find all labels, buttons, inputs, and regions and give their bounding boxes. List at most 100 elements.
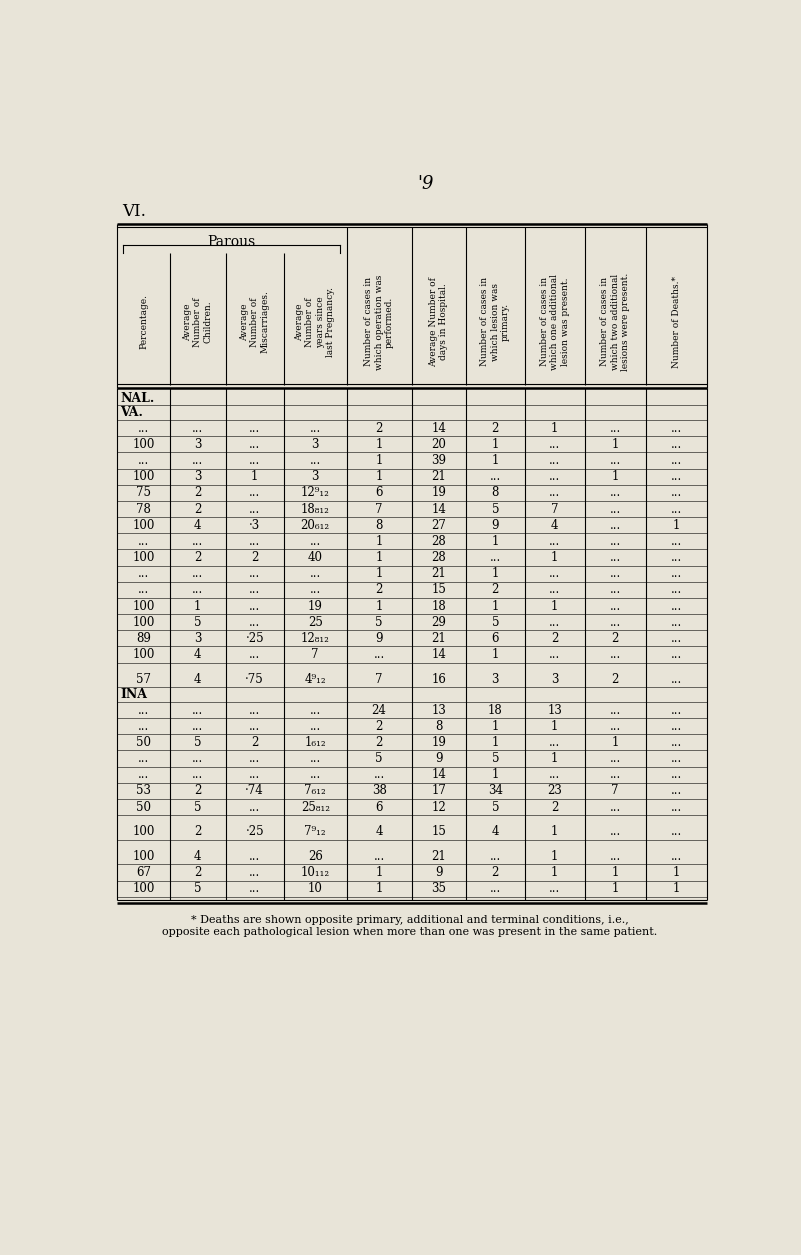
Text: ·74: ·74: [245, 784, 264, 797]
Text: ...: ...: [610, 719, 621, 733]
Text: ...: ...: [670, 633, 682, 645]
Text: 9: 9: [376, 633, 383, 645]
Text: ...: ...: [309, 567, 321, 580]
Text: ...: ...: [489, 551, 501, 563]
Text: 3: 3: [194, 438, 202, 451]
Text: 67: 67: [136, 866, 151, 878]
Text: 100: 100: [132, 471, 155, 483]
Text: 5: 5: [492, 616, 499, 629]
Text: 7: 7: [376, 502, 383, 516]
Text: ...: ...: [549, 648, 560, 661]
Text: 1: 1: [194, 600, 202, 612]
Text: 1: 1: [376, 438, 383, 451]
Text: 14: 14: [432, 422, 446, 434]
Text: 2: 2: [376, 719, 383, 733]
Text: ...: ...: [192, 584, 203, 596]
Text: 4: 4: [492, 826, 499, 838]
Text: 2: 2: [376, 422, 383, 434]
Text: 1: 1: [251, 471, 259, 483]
Text: 20₆₁₂: 20₆₁₂: [300, 518, 330, 532]
Text: 19: 19: [432, 487, 446, 499]
Text: 2: 2: [194, 784, 202, 797]
Text: 9: 9: [435, 866, 442, 878]
Text: ...: ...: [249, 616, 260, 629]
Text: 39: 39: [431, 454, 446, 467]
Text: ...: ...: [249, 567, 260, 580]
Text: ...: ...: [549, 882, 560, 895]
Text: 9: 9: [492, 518, 499, 532]
Text: 1: 1: [376, 551, 383, 563]
Text: 10: 10: [308, 882, 323, 895]
Text: ...: ...: [249, 438, 260, 451]
Text: Number of cases in
which two additional
lesions were present.: Number of cases in which two additional …: [600, 272, 630, 371]
Text: ...: ...: [138, 584, 149, 596]
Text: ...: ...: [249, 768, 260, 781]
Text: 5: 5: [194, 735, 202, 749]
Text: ...: ...: [249, 866, 260, 878]
Text: ...: ...: [670, 752, 682, 766]
Text: 4⁹₁₂: 4⁹₁₂: [304, 673, 326, 685]
Text: 5: 5: [492, 801, 499, 813]
Text: ...: ...: [670, 551, 682, 563]
Text: 20: 20: [432, 438, 446, 451]
Text: ...: ...: [670, 584, 682, 596]
Text: ...: ...: [670, 826, 682, 838]
Text: 1: 1: [492, 535, 499, 548]
Text: ...: ...: [192, 454, 203, 467]
Text: 1₆₁₂: 1₆₁₂: [304, 735, 326, 749]
Text: Percentage.: Percentage.: [139, 295, 148, 349]
Text: ...: ...: [610, 502, 621, 516]
Text: 26: 26: [308, 850, 323, 862]
Text: 5: 5: [492, 502, 499, 516]
Text: ...: ...: [138, 719, 149, 733]
Text: ...: ...: [610, 567, 621, 580]
Text: 13: 13: [432, 704, 446, 717]
Text: 19: 19: [308, 600, 323, 612]
Text: 5: 5: [194, 616, 202, 629]
Text: 7: 7: [376, 673, 383, 685]
Text: 1: 1: [492, 719, 499, 733]
Text: ...: ...: [549, 487, 560, 499]
Text: ...: ...: [549, 616, 560, 629]
Text: ...: ...: [138, 422, 149, 434]
Text: 1: 1: [551, 422, 558, 434]
Text: ...: ...: [249, 719, 260, 733]
Text: 8: 8: [492, 487, 499, 499]
Text: 1: 1: [376, 567, 383, 580]
Text: ...: ...: [192, 535, 203, 548]
Text: ...: ...: [670, 735, 682, 749]
Text: 16: 16: [432, 673, 446, 685]
Text: ...: ...: [138, 704, 149, 717]
Text: ...: ...: [549, 438, 560, 451]
Text: 14: 14: [432, 502, 446, 516]
Text: ...: ...: [670, 768, 682, 781]
Text: ...: ...: [309, 422, 321, 434]
Text: 3: 3: [312, 471, 319, 483]
Text: ...: ...: [249, 487, 260, 499]
Text: 1: 1: [551, 866, 558, 878]
Text: 38: 38: [372, 784, 387, 797]
Text: 6: 6: [376, 801, 383, 813]
Text: 24: 24: [372, 704, 387, 717]
Text: ...: ...: [610, 648, 621, 661]
Text: 5: 5: [492, 752, 499, 766]
Text: 14: 14: [432, 768, 446, 781]
Text: 7₆₁₂: 7₆₁₂: [304, 784, 326, 797]
Text: ...: ...: [373, 648, 384, 661]
Text: ...: ...: [138, 454, 149, 467]
Text: ...: ...: [192, 567, 203, 580]
Text: 1: 1: [376, 471, 383, 483]
Text: 1: 1: [376, 600, 383, 612]
Text: ...: ...: [670, 704, 682, 717]
Text: 12₈₁₂: 12₈₁₂: [300, 633, 330, 645]
Text: VA.: VA.: [120, 407, 143, 419]
Text: 1: 1: [551, 551, 558, 563]
Text: ...: ...: [249, 752, 260, 766]
Text: 2: 2: [376, 735, 383, 749]
Text: ...: ...: [249, 454, 260, 467]
Text: ·25: ·25: [245, 826, 264, 838]
Text: 4: 4: [376, 826, 383, 838]
Text: ...: ...: [309, 454, 321, 467]
Text: 6: 6: [492, 633, 499, 645]
Text: 15: 15: [432, 584, 446, 596]
